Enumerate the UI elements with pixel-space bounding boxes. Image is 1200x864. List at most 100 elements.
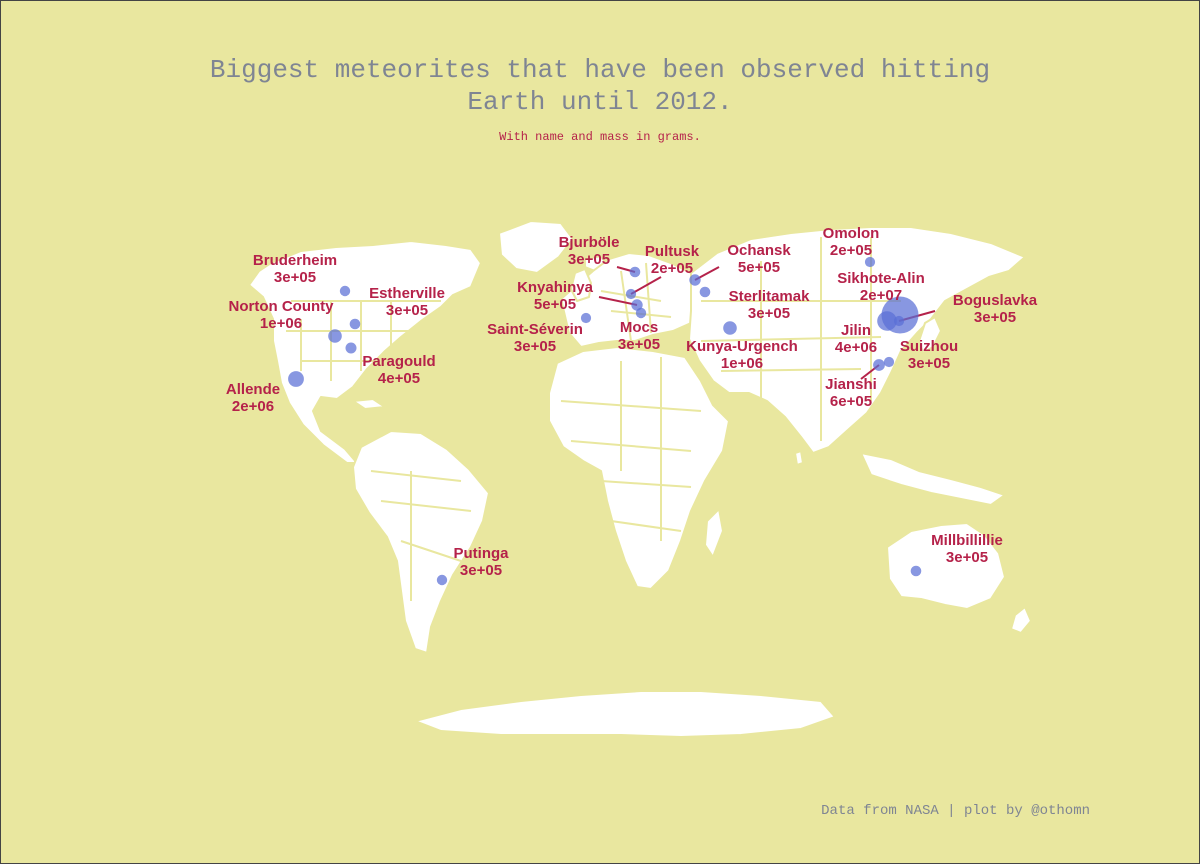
meteorite-label-knyahinya: Knyahinya 5e+05 — [517, 279, 594, 313]
uk-landmass — [570, 268, 592, 302]
madagascar-landmass — [704, 508, 724, 558]
meteorite-point-kunya-urgench — [723, 321, 737, 335]
meteorite-label-putinga: Putinga 3e+05 — [454, 545, 510, 579]
meteorite-point-pultusk — [625, 288, 637, 300]
meteorite-mass: 3e+05 — [748, 305, 790, 322]
meteorite-points — [288, 256, 922, 586]
meteorite-name: Saint-Séverin — [487, 321, 583, 338]
antarctica-landmass — [414, 690, 836, 738]
meteorite-label-saint-s-verin: Saint-Séverin 3e+05 — [487, 321, 583, 355]
africa-borders — [560, 357, 702, 541]
meteorite-name: Bruderheim — [253, 252, 337, 269]
meteorite-mass: 3e+05 — [568, 251, 610, 268]
title-line-2: Earth until 2012. — [467, 87, 733, 117]
meteorite-name: Ochansk — [727, 242, 791, 259]
meteorite-mass: 3e+05 — [460, 562, 502, 579]
meteorite-mass: 3e+05 — [274, 269, 316, 286]
meteorite-label-allende: Allende 2e+06 — [226, 381, 280, 415]
meteorite-mass: 6e+05 — [830, 393, 872, 410]
meteorite-label-paragould: Paragould 4e+05 — [362, 353, 435, 387]
meteorite-name: Bjurböle — [559, 234, 620, 251]
meteorite-point-norton-county — [328, 329, 342, 343]
meteorite-point-estherville — [349, 318, 361, 330]
meteorite-point-allende — [288, 371, 304, 387]
meteorite-label-boguslavka: Boguslavka 3e+05 — [953, 292, 1038, 326]
meteorite-mass: 4e+06 — [835, 339, 877, 356]
meteorite-label-bjurb-le: Bjurböle 3e+05 — [559, 234, 620, 268]
sri-lanka-landmass — [794, 450, 804, 466]
meteorite-name: Millbillillie — [931, 532, 1003, 549]
title-line-1: Biggest meteorites that have been observ… — [209, 55, 991, 85]
meteorite-mass: 3e+05 — [386, 302, 428, 319]
meteorite-mass: 5e+05 — [738, 259, 780, 276]
meteorite-mass: 3e+05 — [514, 338, 556, 355]
meteorite-point-bruderheim — [339, 285, 351, 297]
leader-line-pultusk — [630, 276, 662, 295]
meteorite-name: Boguslavka — [953, 292, 1038, 309]
meteorite-label-ochansk: Ochansk 5e+05 — [727, 242, 791, 276]
meteorite-mass: 3e+05 — [974, 309, 1016, 326]
south-america-borders — [370, 470, 472, 601]
meteorite-name: Paragould — [362, 353, 435, 370]
meteorite-mass: 1e+06 — [260, 315, 302, 332]
asia-landmass — [688, 226, 1026, 454]
map-title: Biggest meteorites that have been observ… — [150, 54, 1050, 118]
meteorite-mass: 2e+05 — [830, 242, 872, 259]
meteorite-mass: 2e+05 — [651, 260, 693, 277]
meteorite-name: Pultusk — [645, 243, 700, 260]
meteorite-label-mocs: Mocs 3e+05 — [618, 319, 660, 353]
meteorite-point-mocs — [635, 307, 647, 319]
meteorite-mass: 4e+05 — [378, 370, 420, 387]
meteorite-point-bjurb-le — [629, 266, 641, 278]
meteorite-label-suizhou: Suizhou 3e+05 — [900, 338, 958, 372]
new-zealand-landmass — [1010, 606, 1032, 634]
meteorite-name: Sterlitamak — [729, 288, 811, 305]
meteorite-name: Jianshi — [825, 376, 877, 393]
africa-landmass — [548, 346, 730, 590]
meteorite-name: Estherville — [369, 285, 445, 302]
meteorite-point-jianshi — [873, 359, 885, 371]
meteorite-point-knyahinya — [631, 299, 643, 311]
meteorite-name: Omolon — [823, 225, 880, 242]
cuba-landmass — [352, 398, 386, 410]
meteorite-name: Norton County — [229, 298, 335, 315]
australia-landmass — [886, 522, 1006, 610]
meteorite-point-ochansk — [689, 274, 701, 286]
asia-borders — [700, 237, 901, 441]
meteorite-label-sterlitamak: Sterlitamak 3e+05 — [729, 288, 811, 322]
meteorite-name: Jilin — [841, 322, 871, 339]
greenland-landmass — [498, 220, 574, 274]
meteorite-label-pultusk: Pultusk 2e+05 — [645, 243, 700, 277]
meteorite-point-suizhou — [883, 356, 895, 368]
meteorite-name: Mocs — [620, 319, 658, 336]
meteorite-point-jilin — [877, 311, 897, 331]
leader-line-knyahinya — [598, 296, 638, 306]
southeast-asia-islands — [860, 452, 1006, 506]
map-subtitle: With name and mass in grams. — [499, 130, 701, 144]
meteorite-mass: 2e+07 — [860, 287, 902, 304]
meteorite-name: Sikhote-Alin — [837, 270, 925, 287]
meteorite-label-bruderheim: Bruderheim 3e+05 — [253, 252, 337, 286]
meteorite-point-millbillillie — [910, 565, 922, 577]
meteorite-label-norton-county: Norton County 1e+06 — [229, 298, 335, 332]
meteorite-point-sterlitamak — [699, 286, 711, 298]
meteorite-mass: 5e+05 — [534, 296, 576, 313]
meteorite-name: Putinga — [454, 545, 510, 562]
meteorite-mass: 3e+05 — [618, 336, 660, 353]
meteorite-label-omolon: Omolon 2e+05 — [823, 225, 880, 259]
meteorite-label-kunya-urgench: Kunya-Urgench 1e+06 — [686, 338, 798, 372]
meteorite-label-millbillillie: Millbillillie 3e+05 — [931, 532, 1003, 566]
meteorite-mass: 2e+06 — [232, 398, 274, 415]
meteorite-name: Allende — [226, 381, 280, 398]
japan-landmass — [918, 316, 942, 354]
meteorite-point-saint-s-verin — [580, 312, 592, 324]
south-america-landmass — [352, 430, 490, 654]
meteorite-label-estherville: Estherville 3e+05 — [369, 285, 445, 319]
land-layer — [248, 220, 1032, 738]
meteorite-name: Suizhou — [900, 338, 958, 355]
meteorite-name: Knyahinya — [517, 279, 594, 296]
meteorite-point-putinga — [436, 574, 448, 586]
